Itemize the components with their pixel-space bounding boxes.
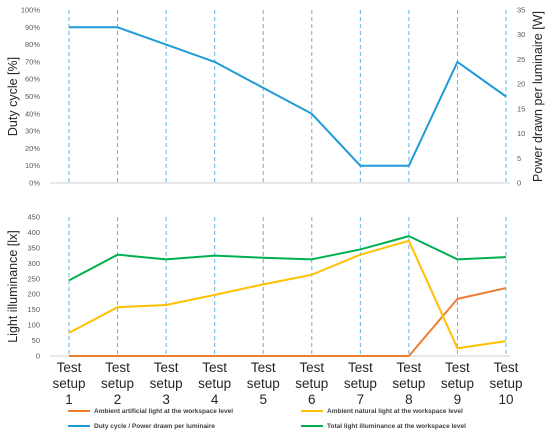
category-label-line: 2 bbox=[114, 392, 122, 407]
bottom-y-tick-label: 250 bbox=[27, 274, 40, 283]
category-label: Test setup 9 bbox=[441, 360, 474, 407]
legend-label: Ambient natural light at the workspace l… bbox=[327, 408, 463, 415]
category-label-line: Test bbox=[251, 360, 276, 375]
category-label: Test setup 2 bbox=[101, 360, 134, 407]
category-label: Test setup 7 bbox=[344, 360, 377, 407]
category-label-line: setup bbox=[295, 376, 328, 391]
category-label-line: setup bbox=[441, 376, 474, 391]
category-label-line: 8 bbox=[405, 392, 413, 407]
category-label-line: setup bbox=[198, 376, 231, 391]
category-label-line: 6 bbox=[308, 392, 316, 407]
category-label-line: 10 bbox=[498, 392, 513, 407]
top-y2-tick-label: 25 bbox=[517, 55, 525, 64]
category-label-line: Test bbox=[348, 360, 373, 375]
bottom-y-axis-title: Light illuminance [lx] bbox=[6, 230, 20, 343]
top-y-tick-label: 50% bbox=[25, 92, 40, 101]
category-label-line: Test bbox=[154, 360, 179, 375]
top-y2-tick-label: 20 bbox=[517, 80, 525, 89]
category-label: Test setup 1 bbox=[52, 360, 85, 407]
top-y-axis-title: Duty cycle [%] bbox=[6, 57, 20, 136]
top-y-tick-label: 10% bbox=[25, 161, 40, 170]
category-label-line: setup bbox=[150, 376, 183, 391]
category-label-line: Test bbox=[202, 360, 227, 375]
duty-cycle-chart: 0% 10% 20% 30% 40% 50% 60% 70% 80% 90% 100% 0 5 10 15 2… bbox=[6, 6, 545, 188]
total-illuminance-line bbox=[68, 235, 507, 282]
top-y-tick-label: 100% bbox=[21, 6, 41, 15]
category-label-line: 3 bbox=[162, 392, 170, 407]
top-y-tick-label: 0% bbox=[29, 179, 40, 188]
bottom-y-tick-label: 400 bbox=[27, 228, 40, 237]
duty-cycle-line bbox=[69, 26, 507, 167]
top-y-tick-label: 40% bbox=[25, 109, 40, 118]
artificial-light-line bbox=[69, 287, 507, 357]
category-label-line: setup bbox=[392, 376, 425, 391]
category-label-line: setup bbox=[489, 376, 522, 391]
natural-light-line bbox=[68, 239, 507, 350]
bottom-y-tick-label: 350 bbox=[27, 243, 40, 252]
category-label-line: Test bbox=[299, 360, 324, 375]
category-label-line: Test bbox=[57, 360, 82, 375]
bottom-y-tick-label: 450 bbox=[27, 213, 40, 222]
category-label-line: setup bbox=[52, 376, 85, 391]
top-y-tick-label: 30% bbox=[25, 127, 40, 136]
category-label: Test setup 5 bbox=[247, 360, 280, 407]
category-label: Test setup 3 bbox=[150, 360, 183, 407]
category-label-line: Test bbox=[494, 360, 519, 375]
legend-label: Ambient artificial light at the workspac… bbox=[94, 408, 233, 415]
top-y2-tick-label: 35 bbox=[517, 6, 525, 15]
category-label-line: 7 bbox=[357, 392, 365, 407]
top-y-tick-label: 90% bbox=[25, 23, 40, 32]
top-y2-tick-label: 0 bbox=[517, 179, 521, 188]
category-label-line: 1 bbox=[65, 392, 73, 407]
category-label-line: 9 bbox=[454, 392, 462, 407]
category-label-line: setup bbox=[101, 376, 134, 391]
bottom-y-tick-label: 50 bbox=[32, 336, 40, 345]
bottom-y-tick-label: 100 bbox=[27, 321, 40, 330]
category-label-line: setup bbox=[247, 376, 280, 391]
top-y2-tick-label: 15 bbox=[517, 104, 525, 113]
legend: Ambient artificial light at the workspac… bbox=[68, 408, 466, 430]
category-label-line: 5 bbox=[259, 392, 267, 407]
legend-label: Total light illuminance at the workspace… bbox=[327, 423, 466, 430]
top-y-tick-label: 70% bbox=[25, 57, 40, 66]
illuminance-chart: 0 50 100 150 200 250 300 350 400 450 Light illumin… bbox=[6, 213, 510, 361]
top-y-tick-label: 20% bbox=[25, 144, 40, 153]
category-label-line: Test bbox=[105, 360, 130, 375]
bottom-y-tick-label: 300 bbox=[27, 259, 40, 268]
top-y-tick-label: 80% bbox=[25, 40, 40, 49]
legend-label: Duty cycle / Power drawn per luminaire bbox=[94, 423, 215, 430]
bottom-y-tick-label: 200 bbox=[27, 290, 40, 299]
top-y2-tick-label: 5 bbox=[517, 154, 521, 163]
category-label-line: Test bbox=[445, 360, 470, 375]
category-label: Test setup 4 bbox=[198, 360, 231, 407]
category-label-line: setup bbox=[344, 376, 377, 391]
top-y2-tick-label: 30 bbox=[517, 30, 525, 39]
category-label: Test setup 6 bbox=[295, 360, 328, 407]
bottom-y-tick-label: 150 bbox=[27, 305, 40, 314]
top-y-tick-label: 60% bbox=[25, 75, 40, 84]
category-label-line: Test bbox=[397, 360, 422, 375]
top-y2-tick-label: 10 bbox=[517, 129, 525, 138]
category-label-line: 4 bbox=[211, 392, 219, 407]
category-label: Test setup 10 bbox=[489, 360, 522, 407]
top-y2-axis-title: Power drawn per luminaire [W] bbox=[531, 11, 545, 182]
bottom-y-tick-label: 0 bbox=[36, 352, 40, 361]
category-label: Test setup 8 bbox=[392, 360, 425, 407]
